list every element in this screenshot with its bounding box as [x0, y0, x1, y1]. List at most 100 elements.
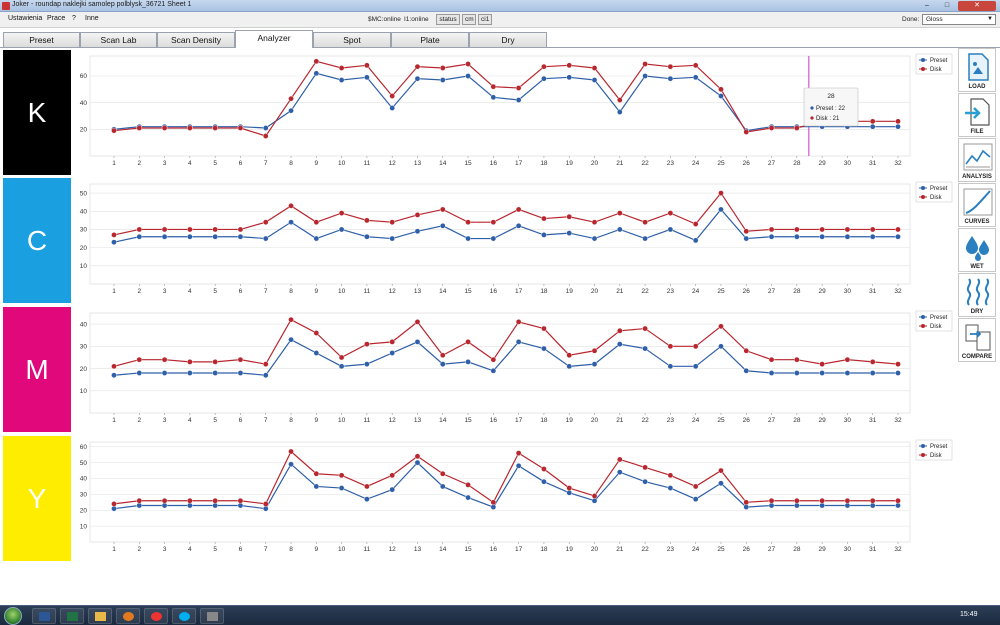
data-point-disk[interactable] — [515, 206, 522, 213]
data-point-disk[interactable] — [288, 448, 294, 455]
data-point-disk[interactable] — [692, 62, 699, 69]
data-point-disk[interactable] — [262, 501, 269, 507]
data-point-disk[interactable] — [718, 190, 724, 196]
taskbar-app-explorer[interactable] — [88, 608, 112, 624]
data-point-preset[interactable] — [515, 463, 522, 469]
data-point-disk[interactable] — [161, 356, 168, 363]
data-point-disk[interactable] — [794, 497, 800, 504]
data-point-preset[interactable] — [642, 73, 648, 79]
data-point-disk[interactable] — [414, 319, 421, 325]
data-point-disk[interactable] — [439, 470, 446, 477]
data-point-disk[interactable] — [642, 219, 648, 225]
data-point-disk[interactable] — [591, 493, 598, 499]
data-point-preset[interactable] — [667, 485, 674, 491]
data-point-preset[interactable] — [617, 109, 623, 115]
data-point-disk[interactable] — [844, 226, 851, 233]
data-point-disk[interactable] — [718, 86, 724, 93]
data-point-disk[interactable] — [338, 354, 345, 361]
data-point-preset[interactable] — [389, 105, 395, 111]
menu-inne[interactable]: Inne — [85, 15, 99, 22]
compare-button[interactable]: COMPARE — [958, 318, 996, 362]
data-point-disk[interactable] — [541, 63, 547, 70]
menu-help[interactable]: ? — [72, 15, 76, 22]
ci-button[interactable]: ci1 — [478, 14, 492, 25]
data-point-disk[interactable] — [389, 93, 395, 99]
data-point-disk[interactable] — [313, 219, 320, 225]
data-point-preset[interactable] — [566, 74, 573, 81]
tab-spot[interactable]: Spot — [313, 32, 391, 47]
curves-button[interactable]: CURVES — [958, 183, 996, 227]
taskbar-app-chrome[interactable] — [144, 608, 168, 624]
data-point-disk[interactable] — [566, 62, 573, 69]
data-point-disk[interactable] — [692, 483, 699, 490]
data-point-disk[interactable] — [819, 361, 825, 367]
data-point-disk[interactable] — [389, 339, 395, 345]
data-point-preset[interactable] — [465, 494, 471, 501]
tab-preset[interactable]: Preset — [3, 32, 80, 47]
data-point-disk[interactable] — [439, 352, 446, 359]
data-point-preset[interactable] — [844, 502, 851, 509]
data-point-disk[interactable] — [642, 325, 648, 332]
data-point-preset[interactable] — [288, 336, 294, 343]
tab-scan-lab[interactable]: Scan Lab — [80, 32, 157, 47]
data-point-preset[interactable] — [161, 370, 168, 376]
taskbar-app-word[interactable] — [32, 608, 56, 624]
data-point-disk[interactable] — [794, 226, 800, 233]
data-point-preset[interactable] — [465, 73, 471, 79]
data-point-disk[interactable] — [364, 483, 370, 490]
data-point-disk[interactable] — [743, 129, 750, 135]
data-point-disk[interactable] — [212, 125, 218, 131]
data-point-preset[interactable] — [288, 461, 294, 468]
taskbar-app-player[interactable] — [116, 608, 140, 624]
data-point-disk[interactable] — [313, 58, 320, 65]
data-point-preset[interactable] — [869, 370, 876, 376]
data-point-disk[interactable] — [895, 497, 901, 504]
data-point-disk[interactable] — [262, 219, 269, 225]
data-point-disk[interactable] — [364, 341, 370, 347]
data-point-disk[interactable] — [338, 472, 345, 479]
data-point-disk[interactable] — [869, 359, 876, 365]
data-point-preset[interactable] — [187, 233, 193, 240]
data-point-disk[interactable] — [844, 497, 851, 504]
tab-dry[interactable]: Dry — [469, 32, 547, 47]
data-point-preset[interactable] — [338, 485, 345, 491]
data-point-disk[interactable] — [768, 125, 775, 131]
data-point-disk[interactable] — [262, 133, 269, 139]
data-point-disk[interactable] — [237, 497, 244, 504]
data-point-preset[interactable] — [490, 235, 497, 242]
data-point-disk[interactable] — [869, 226, 876, 233]
data-point-disk[interactable] — [541, 466, 547, 472]
data-point-disk[interactable] — [364, 62, 370, 69]
data-point-preset[interactable] — [667, 226, 674, 233]
data-point-preset[interactable] — [136, 502, 143, 509]
data-point-disk[interactable] — [566, 485, 573, 491]
data-point-preset[interactable] — [262, 505, 269, 512]
data-point-preset[interactable] — [389, 350, 395, 356]
data-point-preset[interactable] — [111, 505, 117, 512]
data-point-preset[interactable] — [869, 233, 876, 240]
data-point-disk[interactable] — [743, 499, 750, 506]
data-point-disk[interactable] — [617, 210, 623, 216]
data-point-disk[interactable] — [111, 501, 117, 507]
data-point-disk[interactable] — [465, 219, 471, 225]
data-point-preset[interactable] — [819, 233, 825, 240]
data-point-disk[interactable] — [414, 212, 421, 218]
data-point-preset[interactable] — [642, 345, 648, 352]
data-point-preset[interactable] — [566, 230, 573, 236]
data-point-disk[interactable] — [136, 226, 143, 233]
data-point-preset[interactable] — [819, 370, 825, 376]
data-point-disk[interactable] — [111, 363, 117, 370]
data-point-disk[interactable] — [490, 356, 497, 363]
data-point-preset[interactable] — [541, 478, 547, 485]
data-point-preset[interactable] — [364, 361, 370, 367]
data-point-preset[interactable] — [667, 363, 674, 370]
data-point-preset[interactable] — [895, 123, 901, 130]
data-point-preset[interactable] — [591, 77, 598, 83]
data-point-disk[interactable] — [439, 206, 446, 213]
data-point-preset[interactable] — [844, 233, 851, 240]
data-point-preset[interactable] — [718, 93, 724, 99]
data-point-preset[interactable] — [237, 370, 244, 376]
